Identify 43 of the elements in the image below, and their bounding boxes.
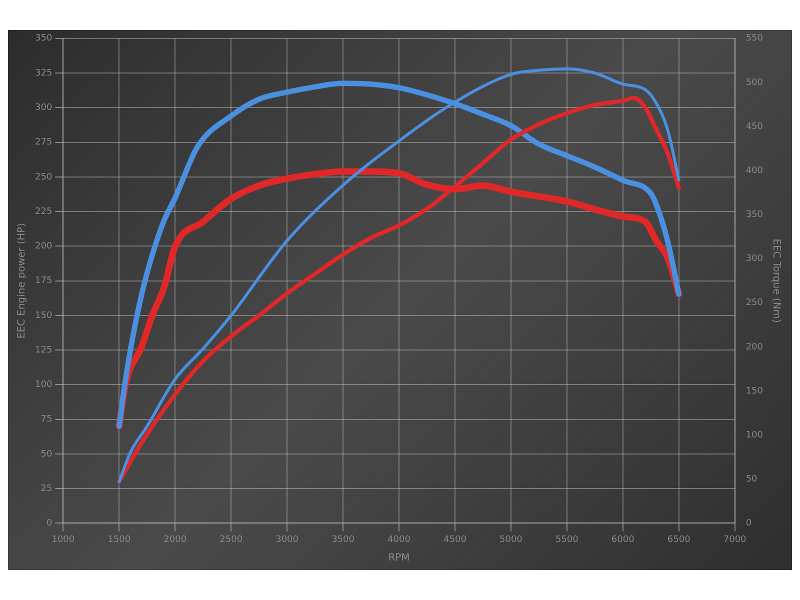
x-tick-label: 5500 bbox=[555, 534, 579, 545]
y2-tick-label: 0 bbox=[746, 518, 752, 529]
x-tick-label: 4500 bbox=[444, 534, 467, 545]
x-tick-label: 1500 bbox=[108, 534, 131, 545]
y-tick-label: 100 bbox=[34, 380, 52, 390]
x-tick-label: 6000 bbox=[611, 534, 635, 545]
x-tick-label: 6500 bbox=[667, 534, 691, 545]
y-tick-label: 200 bbox=[34, 242, 52, 252]
y-tick-label: 125 bbox=[34, 345, 52, 356]
y2-tick-label: 400 bbox=[746, 166, 764, 176]
x-tick-label: 5000 bbox=[499, 534, 523, 545]
y-tick-label: 275 bbox=[34, 138, 52, 148]
y-tick-label: 300 bbox=[34, 103, 52, 113]
y-axis-title: EEC Engine power (HP) bbox=[16, 222, 28, 339]
y-tick-label: 150 bbox=[34, 310, 52, 321]
y2-tick-label: 150 bbox=[746, 386, 764, 396]
y2-tick-label: 450 bbox=[746, 122, 764, 132]
y2-tick-label: 350 bbox=[746, 210, 764, 220]
x-tick-label: 3000 bbox=[276, 534, 299, 545]
y2-tick-label: 50 bbox=[746, 474, 758, 484]
x-tick-label: 2000 bbox=[164, 534, 187, 545]
y2-tick-label: 100 bbox=[746, 430, 764, 440]
y-tick-label: 225 bbox=[34, 206, 52, 217]
y-tick-label: 175 bbox=[34, 276, 52, 286]
y-tick-label: 250 bbox=[34, 172, 52, 182]
y-tick-label: 0 bbox=[46, 518, 52, 529]
y2-tick-label: 300 bbox=[746, 254, 764, 264]
x-tick-label: 3500 bbox=[332, 534, 355, 545]
x-tick-label: 1000 bbox=[52, 534, 75, 545]
x-tick-label: 7000 bbox=[723, 534, 747, 545]
y2-tick-label: 550 bbox=[746, 34, 764, 44]
y2-tick-label: 500 bbox=[746, 78, 764, 88]
y-tick-label: 75 bbox=[40, 414, 52, 425]
x-tick-label: 4000 bbox=[388, 534, 411, 545]
y2-axis-title: EEC Torque (Nm) bbox=[770, 238, 782, 324]
x-tick-label: 2500 bbox=[220, 534, 243, 545]
y2-tick-label: 250 bbox=[746, 298, 764, 308]
y-tick-label: 350 bbox=[34, 34, 52, 44]
x-axis-title: RPM bbox=[388, 552, 410, 564]
y-tick-label: 50 bbox=[40, 449, 52, 460]
y-tick-label: 325 bbox=[34, 68, 52, 78]
y-tick-label: 25 bbox=[40, 484, 52, 494]
y2-tick-label: 200 bbox=[746, 342, 764, 352]
